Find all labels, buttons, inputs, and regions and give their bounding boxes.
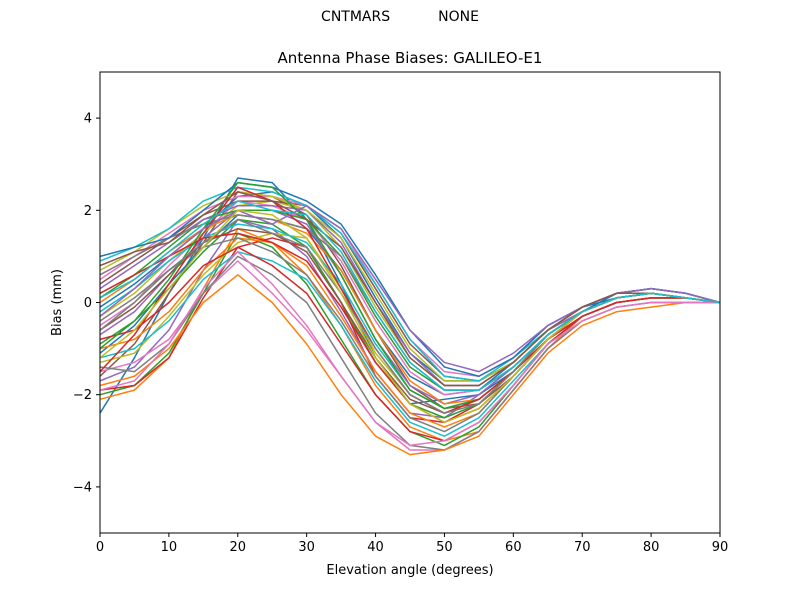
series-line-36 <box>99 191 721 387</box>
x-tick-label: 80 <box>643 540 660 555</box>
x-tick-label: 70 <box>574 540 591 555</box>
y-tick-label: −4 <box>73 480 92 495</box>
x-tick-label: 40 <box>367 540 384 555</box>
series-line-32 <box>99 274 720 456</box>
series-layer <box>99 177 721 456</box>
plot-frame <box>99 71 721 534</box>
y-tick-label: 2 <box>84 204 92 219</box>
x-tick-label: 60 <box>505 540 522 555</box>
station-name: CNTMARS <box>321 9 391 25</box>
antenna-name: NONE <box>438 9 479 25</box>
series-line-40 <box>99 200 721 391</box>
x-tick-label: 50 <box>436 540 453 555</box>
x-axis: 0 10 20 30 40 50 60 70 80 90 <box>96 533 728 555</box>
y-axis-label: Bias (mm) <box>50 269 65 336</box>
y-tick-label: 0 <box>84 296 92 311</box>
y-tick-label: −2 <box>73 388 92 403</box>
chart-title: Antenna Phase Biases: GALILEO-E1 <box>278 49 543 67</box>
x-axis-label: Elevation angle (degrees) <box>326 563 493 578</box>
x-tick-label: 0 <box>96 540 104 555</box>
x-tick-label: 90 <box>712 540 729 555</box>
series-line-37 <box>99 251 720 447</box>
y-axis: −4 −2 0 2 4 <box>73 112 100 495</box>
x-tick-label: 10 <box>161 540 178 555</box>
figure-suptitle: CNTMARS NONE <box>0 9 800 25</box>
series-line-18 <box>99 237 721 433</box>
y-tick-label: 4 <box>84 112 92 127</box>
x-tick-label: 20 <box>230 540 247 555</box>
series-line-17 <box>99 200 721 396</box>
x-tick-label: 30 <box>298 540 315 555</box>
